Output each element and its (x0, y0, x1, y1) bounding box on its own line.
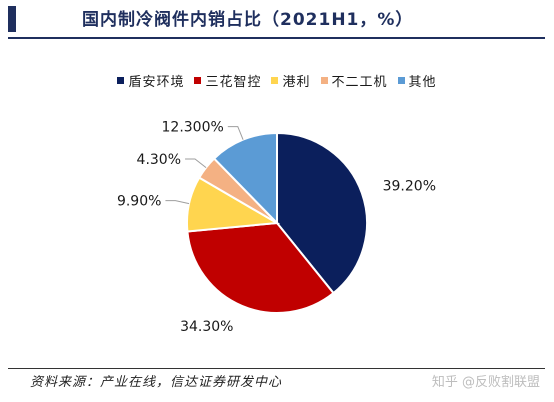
data-labels: 39.20% 34.30% 9.90% 4.30% 12.300% (117, 120, 436, 336)
legend-swatch (117, 76, 125, 84)
legend-label: 港利 (282, 74, 311, 90)
legend-item: 不二工机 (320, 71, 388, 90)
leader-line (165, 200, 190, 205)
pie-slices (186, 131, 368, 314)
legend-label: 不二工机 (331, 74, 388, 90)
data-label: 34.30% (180, 319, 233, 335)
data-label: 12.300% (162, 120, 224, 136)
title-marker (8, 6, 16, 32)
legend-item: 盾安环境 (117, 71, 184, 90)
legend-label: 其他 (408, 74, 437, 90)
legend-swatch (271, 76, 279, 84)
title-divider (8, 37, 545, 39)
leader-line (227, 126, 244, 140)
legend-swatch (194, 76, 202, 84)
legend-item: 其他 (397, 71, 437, 90)
pie-slice (276, 131, 368, 295)
legend-item: 港利 (271, 71, 310, 90)
legend-label: 三花智控 (205, 74, 262, 90)
watermark-text: 知乎 @反败割联盟 (431, 375, 540, 390)
source-note: 资料来源：产业在线，信达证券研发中心 (30, 375, 283, 390)
leader-lines (165, 126, 244, 205)
chart-legend: 盾安环境 三花智控 港利 不二工机 其他 (0, 70, 554, 90)
legend-swatch (320, 76, 328, 84)
data-label: 39.20% (383, 179, 436, 195)
data-label: 4.30% (137, 152, 181, 168)
data-label: 9.90% (117, 194, 161, 210)
legend-label: 盾安环境 (128, 74, 185, 90)
footer-divider (8, 368, 545, 369)
legend-item: 三花智控 (194, 71, 261, 90)
legend-swatch (397, 76, 405, 84)
chart-title: 国内制冷阀件内销占比（2021H1，%） (82, 10, 414, 30)
pie-slice (212, 131, 278, 226)
leader-line (185, 158, 207, 169)
pie-slice (186, 221, 335, 314)
